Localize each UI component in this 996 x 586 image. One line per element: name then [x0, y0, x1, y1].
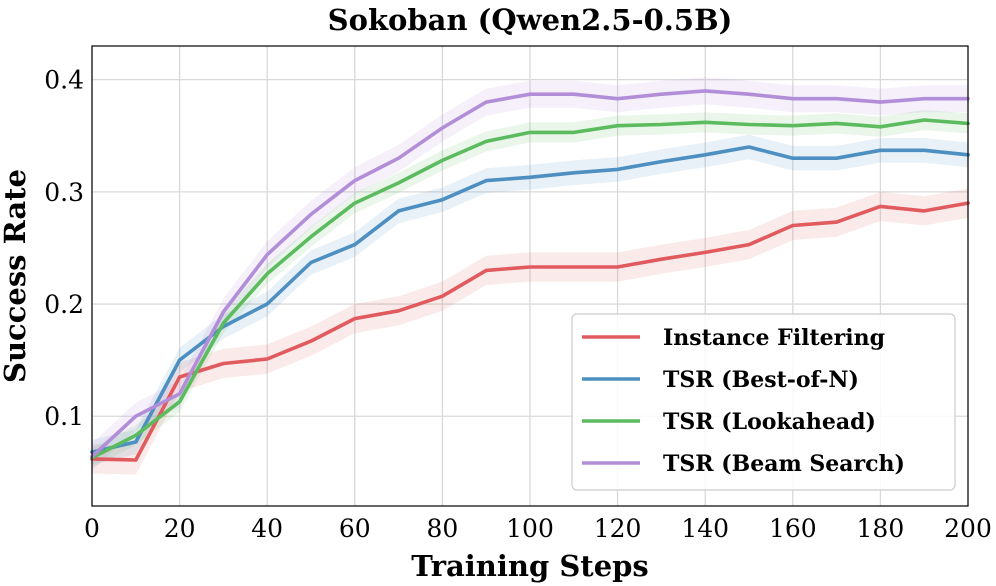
legend-label: TSR (Beam Search): [663, 451, 905, 477]
series-band-2: [92, 134, 968, 465]
y-tick-label: 0.3: [44, 178, 84, 207]
y-tick-label: 0.2: [44, 290, 84, 319]
y-tick-label: 0.4: [44, 66, 84, 95]
y-axis-label: Success Rate: [0, 169, 32, 383]
x-tick-label: 0: [84, 514, 100, 543]
x-axis-label: Training Steps: [411, 549, 649, 583]
series-band-1: [92, 188, 968, 475]
x-tick-label: 180: [857, 514, 905, 543]
legend-label: TSR (Best-of-N): [663, 367, 859, 393]
series-line-1: [90, 201, 970, 462]
plot-frame: [91, 45, 969, 507]
y-tick-labels: 0.1 0.2 0.3 0.4: [44, 66, 84, 432]
x-tick-label: 200: [944, 514, 992, 543]
series-line-2: [90, 145, 970, 454]
x-tick-label: 120: [594, 514, 642, 543]
y-tick-label: 0.1: [44, 402, 84, 431]
legend-label: Instance Filtering: [663, 325, 885, 351]
series-line-3: [90, 118, 970, 460]
legend: Instance Filtering TSR (Best-of-N) TSR (Lo…: [571, 313, 956, 491]
x-tick-label: 160: [769, 514, 817, 543]
x-tick-label: 80: [426, 514, 458, 543]
chart-title: Sokoban (Qwen2.5-0.5B): [328, 3, 733, 37]
x-tick-label: 140: [681, 514, 729, 543]
series-line-4: [90, 89, 970, 459]
x-tick-label: 40: [251, 514, 283, 543]
x-tick-label: 20: [164, 514, 196, 543]
series-lines: [90, 89, 970, 462]
x-tick-labels: 0 20 40 60 80 100 120 140 160 180 200: [84, 514, 992, 543]
legend-label: TSR (Lookahead): [663, 409, 876, 435]
x-tick-label: 60: [339, 514, 371, 543]
legend-box: [571, 313, 956, 491]
x-tick-label: 100: [506, 514, 554, 543]
confidence-bands: [92, 77, 968, 475]
